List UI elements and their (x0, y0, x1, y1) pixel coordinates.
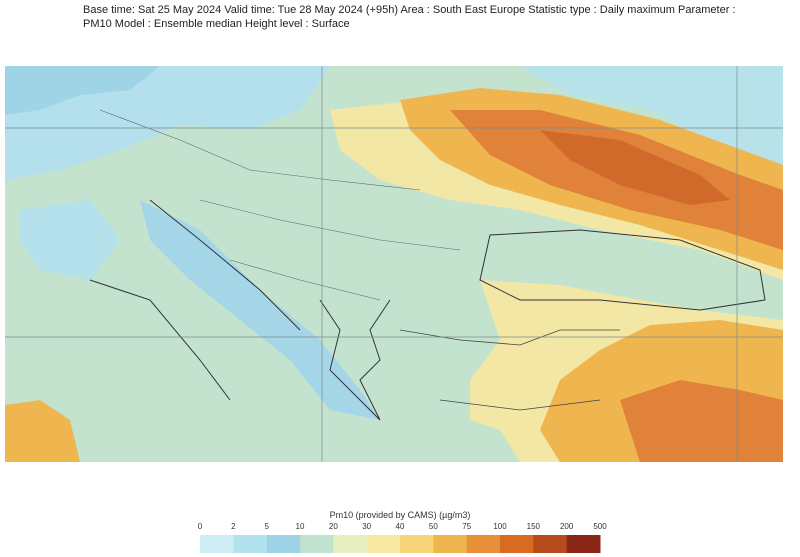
colorbar-tick-label: 30 (362, 522, 371, 531)
colorbar-segment (333, 535, 368, 553)
colorbar-tick-label: 5 (264, 522, 269, 531)
colorbar-segment (400, 535, 434, 553)
colorbar-segment (266, 535, 301, 553)
colorbar-segment (566, 535, 601, 553)
area-blue (140, 200, 380, 420)
colorbar-segment (466, 535, 501, 553)
area-blue (20, 200, 120, 280)
colorbar-segment (366, 535, 401, 553)
map (5, 66, 783, 462)
colorbar-tick-label: 2 (231, 522, 236, 531)
colorbar-tick-label: 40 (396, 522, 405, 531)
area-blue (5, 66, 330, 180)
border (99, 109, 461, 301)
coastline (479, 229, 766, 311)
area-orange (620, 380, 783, 462)
colorbar-tick-label: 50 (429, 522, 438, 531)
colorbar-segment (433, 535, 468, 553)
colorbar-segment (233, 535, 268, 553)
area-dark-orange (540, 130, 730, 205)
colorbar-tick-label: 0 (198, 522, 203, 531)
colorbar-tick-label: 75 (462, 522, 471, 531)
colorbar-tick-label: 20 (329, 522, 338, 531)
colorbar-segment (533, 535, 568, 553)
colorbar-tick-label: 150 (527, 522, 541, 531)
colorbar-tick-label: 200 (560, 522, 574, 531)
colorbar: 0 2 5 10 20 30 40 50 75 100 150 200 500 (198, 522, 607, 553)
coastline (319, 299, 391, 421)
area-orange (5, 400, 80, 462)
colorbar-segment (200, 535, 234, 553)
header-text: Base time: Sat 25 May 2024 Valid time: T… (83, 4, 736, 30)
colorbar-tick-label: 10 (296, 522, 305, 531)
coastline (89, 199, 301, 401)
colorbar-segment (300, 535, 334, 553)
legend-title: Pm10 (provided by CAMS) (µg/m3) (330, 510, 471, 520)
area-blue (520, 66, 783, 180)
colorbar-tick-label: 500 (593, 522, 607, 531)
colorbar-tick-label: 100 (493, 522, 507, 531)
colorbar-segment (500, 535, 534, 553)
area-blue (5, 66, 160, 115)
